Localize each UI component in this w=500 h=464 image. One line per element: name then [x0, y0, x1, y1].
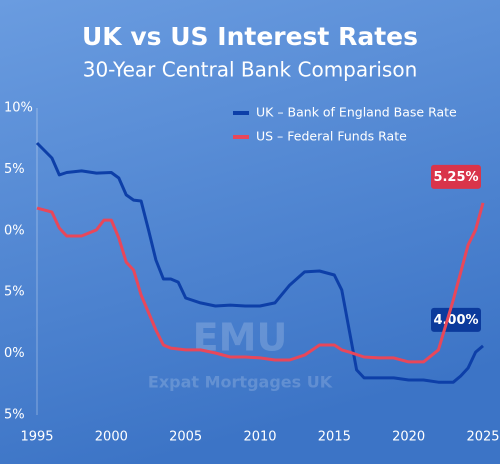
x-tick-label: 2010 — [243, 430, 276, 445]
x-tick-label: 2015 — [318, 430, 351, 445]
watermark: EMU — [193, 316, 288, 360]
chart-title: UK vs US Interest Rates — [82, 22, 418, 51]
x-tick-label: 2020 — [392, 430, 425, 445]
x-tick-label: 1995 — [20, 430, 53, 445]
legend-label: US – Federal Funds Rate — [256, 129, 407, 144]
y-tick-label: 0% — [4, 346, 25, 361]
series-line — [36, 202, 485, 364]
y-tick-label: 5% — [4, 162, 25, 177]
series-line — [35, 141, 484, 384]
x-tick-label: 2025 — [466, 430, 499, 445]
x-tick-label: 2000 — [95, 430, 128, 445]
x-tick-label: 2005 — [169, 430, 202, 445]
watermark: Expat Mortgages UK — [148, 373, 333, 392]
end-label: 5.25% — [433, 170, 478, 185]
y-tick-label: 0% — [4, 223, 25, 238]
y-tick-label: 5% — [4, 285, 25, 300]
chart-subtitle: 30-Year Central Bank Comparison — [83, 58, 418, 82]
end-label: 4.00% — [433, 313, 478, 328]
end-label-box — [431, 307, 481, 332]
y-tick-label: 10% — [4, 101, 33, 116]
y-tick-label: 5% — [4, 408, 25, 423]
legend-label: UK – Bank of England Base Rate — [256, 105, 457, 120]
end-label-box — [431, 164, 481, 189]
